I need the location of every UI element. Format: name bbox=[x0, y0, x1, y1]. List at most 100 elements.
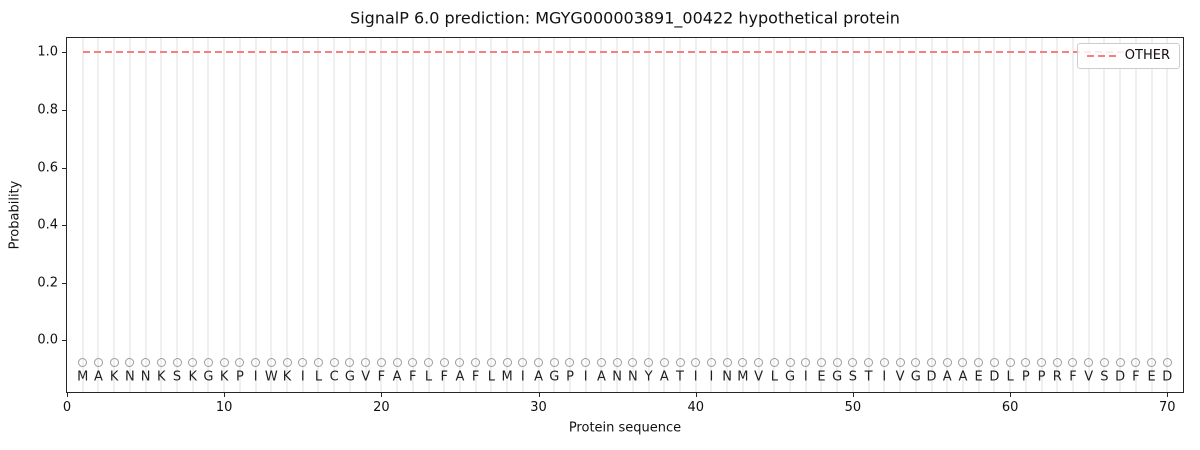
sequence-letter: I bbox=[300, 369, 305, 385]
x-tick-mark bbox=[67, 393, 68, 397]
sequence-letter: K bbox=[109, 369, 119, 385]
sequence-letter: P bbox=[1037, 369, 1046, 385]
gridline bbox=[789, 38, 792, 392]
residue-marker-circle bbox=[424, 357, 434, 367]
sequence-letter: E bbox=[1147, 369, 1156, 385]
residue-marker-circle bbox=[455, 357, 465, 367]
residue-marker-circle bbox=[722, 357, 732, 367]
sequence-letter: S bbox=[848, 369, 858, 385]
residue-marker-circle bbox=[251, 357, 261, 367]
gridline bbox=[1009, 38, 1012, 392]
sequence-letter: F bbox=[471, 369, 480, 385]
gridline bbox=[191, 38, 194, 392]
x-tick-mark bbox=[852, 393, 854, 397]
sequence-letter: F bbox=[409, 369, 417, 385]
sequence-letter: F bbox=[377, 369, 386, 385]
residue-marker-circle bbox=[125, 357, 135, 367]
y-tick-mark bbox=[62, 340, 66, 342]
x-tick-mark bbox=[381, 393, 383, 397]
sequence-letter: T bbox=[864, 369, 873, 385]
residue-marker-circle bbox=[596, 357, 606, 367]
gridline bbox=[1103, 38, 1106, 392]
residue-marker-circle bbox=[156, 357, 166, 367]
gridline bbox=[144, 38, 147, 392]
sequence-letter: I bbox=[583, 369, 588, 385]
sequence-letter: N bbox=[612, 369, 623, 385]
sequence-letter: P bbox=[235, 369, 244, 385]
y-tick-mark bbox=[62, 167, 66, 169]
x-tick-mark bbox=[1167, 393, 1169, 397]
gridline bbox=[427, 38, 430, 392]
gridline bbox=[883, 38, 886, 392]
residue-marker-circle bbox=[282, 357, 292, 367]
chart-title: SignalP 6.0 prediction: MGYG000003891_00… bbox=[350, 8, 900, 28]
residue-marker-circle bbox=[706, 357, 716, 367]
sequence-letter: I bbox=[253, 369, 258, 385]
sequence-letter: G bbox=[910, 369, 921, 385]
gridline bbox=[364, 38, 367, 392]
gridline bbox=[710, 38, 713, 392]
sequence-letter: N bbox=[627, 369, 638, 385]
x-tick-label: 10 bbox=[215, 400, 233, 415]
gridline bbox=[1087, 38, 1090, 392]
gridline bbox=[1119, 38, 1122, 392]
sequence-letter: V bbox=[1084, 369, 1094, 385]
gridline bbox=[521, 38, 524, 392]
gridline bbox=[333, 38, 336, 392]
residue-marker-circle bbox=[911, 357, 921, 367]
gridline bbox=[961, 38, 964, 392]
gridline bbox=[238, 38, 241, 392]
y-tick-label: 1.0 bbox=[37, 44, 58, 60]
gridline bbox=[741, 38, 744, 392]
y-tick-mark bbox=[62, 282, 66, 284]
y-axis-label: Probability bbox=[7, 180, 23, 250]
sequence-letter: A bbox=[942, 369, 952, 385]
legend-label-other: OTHER bbox=[1124, 48, 1170, 63]
gridline bbox=[914, 38, 917, 392]
gridline bbox=[584, 38, 587, 392]
sequence-letter: A bbox=[455, 369, 465, 385]
residue-marker-circle bbox=[848, 357, 858, 367]
residue-marker-circle bbox=[486, 357, 496, 367]
x-tick-label: 70 bbox=[1159, 400, 1176, 415]
gridline bbox=[663, 38, 666, 392]
x-tick-label: 50 bbox=[844, 400, 862, 415]
residue-marker-circle bbox=[1052, 357, 1062, 367]
x-tick-mark bbox=[538, 393, 540, 397]
gridline bbox=[899, 38, 902, 392]
gridline bbox=[568, 38, 571, 392]
gridline bbox=[317, 38, 320, 392]
residue-marker-circle bbox=[219, 357, 229, 367]
sequence-letter: Y bbox=[644, 369, 653, 385]
gridline bbox=[537, 38, 540, 392]
gridline bbox=[176, 38, 179, 392]
sequence-letter: A bbox=[534, 369, 543, 385]
sequence-letter: L bbox=[424, 369, 433, 385]
gridline bbox=[1040, 38, 1043, 392]
sequence-letter: V bbox=[361, 369, 371, 385]
gridline bbox=[1134, 38, 1137, 392]
sequence-letter: M bbox=[77, 369, 89, 385]
sequence-letter: I bbox=[803, 369, 808, 385]
other-probability-line bbox=[82, 51, 1168, 54]
y-tick-label: 0.0 bbox=[37, 332, 58, 348]
gridline bbox=[380, 38, 383, 392]
x-tick-label: 0 bbox=[62, 400, 72, 415]
gridline bbox=[930, 38, 933, 392]
residue-marker-circle bbox=[1037, 357, 1047, 367]
gridline bbox=[1071, 38, 1074, 392]
residue-marker-circle bbox=[644, 357, 654, 367]
residue-marker-circle bbox=[1084, 357, 1094, 367]
residue-marker-circle bbox=[879, 357, 889, 367]
residue-marker-circle bbox=[738, 357, 748, 367]
x-tick-label: 30 bbox=[530, 400, 547, 415]
sequence-letter: D bbox=[1115, 369, 1126, 385]
sequence-letter: M bbox=[501, 369, 513, 385]
gridline bbox=[160, 38, 163, 392]
sequence-letter: S bbox=[1100, 369, 1109, 385]
residue-marker-circle bbox=[471, 357, 481, 367]
sequence-letter: D bbox=[926, 369, 937, 385]
